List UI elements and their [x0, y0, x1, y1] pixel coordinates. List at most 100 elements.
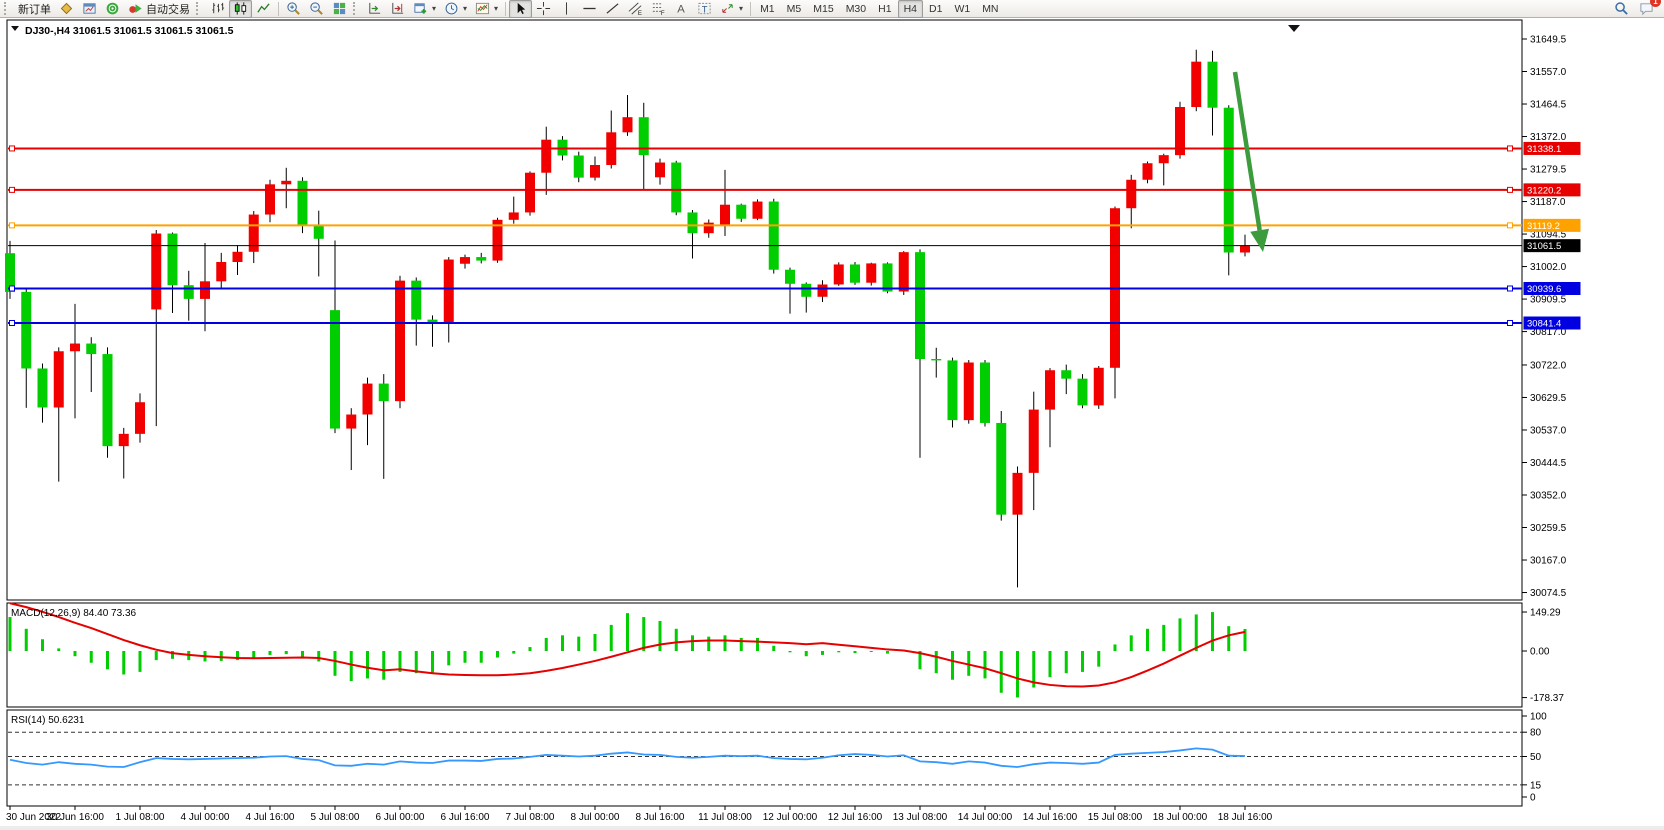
macd-panel: 149.29 0.00 -178.37 MACD(12,26,9) 84.40 73.… [8, 602, 1564, 704]
toolbar-separator [505, 1, 507, 16]
svg-text:30537.0: 30537.0 [1530, 425, 1567, 436]
svg-text:30259.5: 30259.5 [1530, 523, 1567, 534]
price-tags[interactable]: 31338.1 31220.2 31119.2 30939.6 30841.4 31061… [1523, 141, 1581, 330]
crosshair-tool-button[interactable] [532, 0, 555, 18]
svg-text:30074.5: 30074.5 [1530, 588, 1567, 599]
line-chart-icon [257, 3, 270, 13]
svg-text:4 Jul 16:00: 4 Jul 16:00 [246, 812, 295, 823]
auto-trading-label: 自动交易 [146, 3, 190, 16]
chart-windows-button[interactable] [78, 0, 101, 18]
svg-text:7 Jul 08:00: 7 Jul 08:00 [506, 812, 555, 823]
period-clock-button[interactable]: ▾ [440, 0, 471, 18]
svg-text:T: T [702, 4, 708, 14]
svg-text:15 Jul 08:00: 15 Jul 08:00 [1088, 812, 1143, 823]
fibonacci-tool-button[interactable]: F [647, 0, 670, 18]
toolbar-grip[interactable] [353, 2, 360, 15]
new-chart-button[interactable]: ▾ [409, 0, 440, 18]
tile-windows-button[interactable] [328, 0, 351, 18]
toolbar-grip[interactable] [4, 2, 11, 15]
svg-text:-178.37: -178.37 [1530, 693, 1564, 704]
svg-text:MACD(12,26,9) 84.40 73.36: MACD(12,26,9) 84.40 73.36 [11, 608, 137, 619]
chart-shift-button[interactable] [386, 0, 409, 18]
candlestick-chart-type-button[interactable] [229, 0, 252, 18]
svg-text:31061.5: 31061.5 [1527, 241, 1561, 252]
svg-text:149.29: 149.29 [1530, 608, 1561, 619]
timeframe-button-MN[interactable]: MN [982, 2, 999, 15]
svg-text:11 Jul 08:00: 11 Jul 08:00 [698, 812, 752, 823]
svg-text:1 Jul 08:00: 1 Jul 08:00 [116, 812, 165, 823]
svg-text:14 Jul 16:00: 14 Jul 16:00 [1023, 812, 1078, 823]
toolbar-separator [750, 1, 752, 16]
chart-window-icon [83, 3, 96, 14]
gold-diamond-icon [60, 2, 73, 15]
svg-text:15: 15 [1530, 780, 1542, 791]
zoom-out-button[interactable] [305, 0, 328, 18]
text-tool-button[interactable]: A [670, 0, 693, 18]
timeframe-button-H4[interactable]: H4 [897, 0, 923, 18]
svg-text:8 Jul 00:00: 8 Jul 00:00 [571, 812, 620, 823]
chart-title-group: DJ30-,H4 31061.5 31061.5 31061.5 31061.5 [11, 25, 234, 37]
svg-text:100: 100 [1530, 712, 1547, 723]
svg-text:0.00: 0.00 [1530, 647, 1550, 658]
timeframe-button-M15[interactable]: M15 [813, 2, 834, 15]
svg-text:31557.0: 31557.0 [1530, 67, 1567, 78]
radar-icon [106, 2, 119, 15]
rsi-panel: 100 80 50 15 0 RSI(14) 50.6231 [8, 712, 1547, 804]
dropdown-caret-icon: ▾ [463, 4, 468, 13]
tile-windows-icon [333, 2, 346, 15]
svg-text:13 Jul 08:00: 13 Jul 08:00 [893, 812, 948, 823]
arrows-tool-button[interactable]: ▾ [716, 0, 747, 18]
timeframe-button-M30[interactable]: M30 [845, 2, 867, 15]
timeframe-button-H1[interactable]: H1 [878, 2, 892, 15]
notifications-button[interactable]: 1 [1639, 0, 1661, 16]
auto-scroll-button[interactable] [363, 0, 386, 18]
text-icon: A [677, 4, 685, 16]
svg-text:4 Jul 00:00: 4 Jul 00:00 [181, 812, 230, 823]
market-watch-button[interactable] [55, 0, 78, 18]
new-chart-icon [414, 3, 427, 14]
svg-text:31220.2: 31220.2 [1527, 185, 1561, 196]
search-icon[interactable] [1614, 1, 1629, 16]
label-tool-button[interactable]: T [693, 0, 716, 18]
svg-text:F: F [661, 10, 665, 16]
svg-text:E: E [638, 10, 642, 16]
toolbar-grip[interactable] [196, 2, 203, 15]
timeframe-button-M5[interactable]: M5 [786, 2, 802, 15]
svg-text:8 Jul 16:00: 8 Jul 16:00 [636, 812, 685, 823]
vertical-line-tool-button[interactable] [555, 0, 578, 18]
svg-text:30 Jun 16:00: 30 Jun 16:00 [46, 812, 104, 823]
svg-text:50: 50 [1530, 752, 1542, 763]
new-order-button[interactable]: 新订单 [14, 0, 55, 18]
svg-text:31002.0: 31002.0 [1530, 262, 1567, 273]
timeframe-button-M1[interactable]: M1 [760, 2, 775, 15]
bar-chart-type-button[interactable] [206, 0, 229, 18]
notification-badge: 1 [1650, 0, 1661, 7]
svg-text:80: 80 [1530, 728, 1542, 739]
trendline-tool-button[interactable] [601, 0, 624, 18]
equidistant-channel-icon: E [628, 2, 642, 16]
timeframe-button-group: M1 M5 M15 M30 H1 H4 D1 W1 MN [754, 0, 1004, 18]
timeframe-button-W1[interactable]: W1 [954, 2, 971, 15]
svg-text:31372.0: 31372.0 [1530, 132, 1567, 143]
svg-text:30629.5: 30629.5 [1530, 393, 1567, 404]
line-chart-type-button[interactable] [252, 0, 275, 18]
cursor-tool-button[interactable] [509, 0, 533, 18]
data-feed-button[interactable] [101, 0, 124, 18]
svg-text:30352.0: 30352.0 [1530, 490, 1567, 501]
timeframe-button-D1[interactable]: D1 [929, 2, 943, 15]
trend-arrow-object[interactable] [1232, 71, 1270, 252]
hline-objects[interactable] [8, 145, 1522, 327]
horizontal-line-tool-button[interactable] [578, 0, 601, 18]
channel-tool-button[interactable]: E [624, 0, 647, 18]
indicators-icon [475, 2, 490, 15]
svg-text:12 Jul 16:00: 12 Jul 16:00 [828, 812, 883, 823]
svg-text:30167.0: 30167.0 [1530, 556, 1567, 567]
svg-text:12 Jul 00:00: 12 Jul 00:00 [763, 812, 818, 823]
zoom-in-button[interactable] [282, 0, 305, 18]
ohlc-bars-icon [212, 2, 225, 14]
dropdown-caret-icon: ▾ [432, 4, 437, 13]
indicators-button[interactable]: ▾ [471, 0, 502, 18]
auto-trading-button[interactable]: 自动交易 [124, 0, 194, 18]
